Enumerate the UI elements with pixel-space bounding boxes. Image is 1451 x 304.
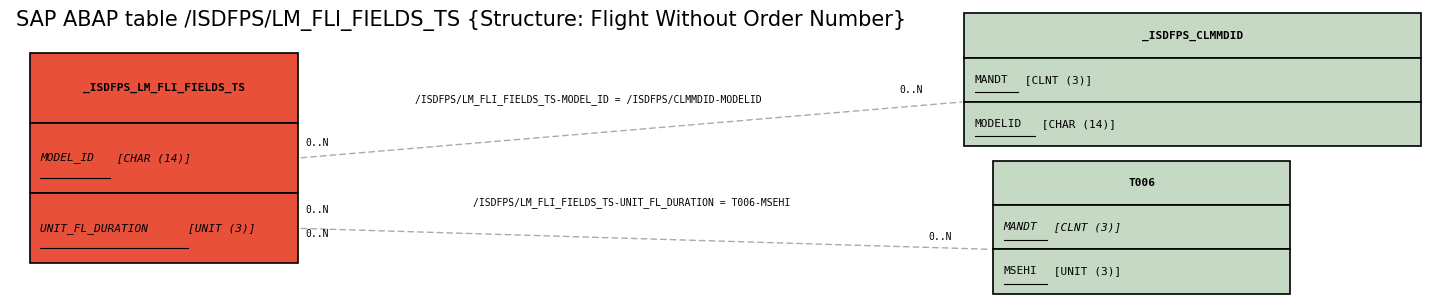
FancyBboxPatch shape [965, 13, 1421, 58]
Text: T006: T006 [1129, 178, 1155, 188]
Text: UNIT_FL_DURATION: UNIT_FL_DURATION [41, 223, 155, 234]
FancyBboxPatch shape [30, 193, 299, 264]
Text: /ISDFPS/LM_FLI_FIELDS_TS-UNIT_FL_DURATION = T006-MSEHI: /ISDFPS/LM_FLI_FIELDS_TS-UNIT_FL_DURATIO… [473, 197, 789, 208]
FancyBboxPatch shape [994, 205, 1290, 249]
Text: 0..N: 0..N [306, 205, 329, 215]
Text: [CHAR (14)]: [CHAR (14)] [110, 153, 192, 163]
Text: MANDT: MANDT [1004, 222, 1037, 232]
Text: 0..N: 0..N [929, 232, 952, 242]
Text: [CHAR (14)]: [CHAR (14)] [1036, 119, 1116, 129]
FancyBboxPatch shape [994, 161, 1290, 205]
Text: [UNIT (3)]: [UNIT (3)] [1048, 267, 1122, 276]
Text: [CLNT (3)]: [CLNT (3)] [1019, 75, 1093, 85]
FancyBboxPatch shape [965, 102, 1421, 146]
Text: MODEL_ID: MODEL_ID [41, 153, 94, 164]
Text: _ISDFPS_LM_FLI_FIELDS_TS: _ISDFPS_LM_FLI_FIELDS_TS [83, 83, 245, 93]
Text: [CLNT (3)]: [CLNT (3)] [1048, 222, 1122, 232]
Text: /ISDFPS/LM_FLI_FIELDS_TS-MODEL_ID = /ISDFPS/CLMMDID-MODELID: /ISDFPS/LM_FLI_FIELDS_TS-MODEL_ID = /ISD… [415, 94, 762, 105]
Text: SAP ABAP table /ISDFPS/LM_FLI_FIELDS_TS {Structure: Flight Without Order Number}: SAP ABAP table /ISDFPS/LM_FLI_FIELDS_TS … [16, 10, 905, 31]
FancyBboxPatch shape [965, 58, 1421, 102]
Text: 0..N: 0..N [900, 85, 923, 95]
Text: 0..N: 0..N [306, 138, 329, 148]
FancyBboxPatch shape [30, 123, 299, 193]
FancyBboxPatch shape [30, 53, 299, 123]
Text: _ISDFPS_CLMMDID: _ISDFPS_CLMMDID [1142, 30, 1244, 41]
Text: [UNIT (3)]: [UNIT (3)] [189, 223, 255, 233]
FancyBboxPatch shape [994, 249, 1290, 294]
Text: MSEHI: MSEHI [1004, 267, 1037, 276]
Text: MODELID: MODELID [975, 119, 1022, 129]
Text: 0..N: 0..N [306, 229, 329, 239]
Text: MANDT: MANDT [975, 75, 1008, 85]
